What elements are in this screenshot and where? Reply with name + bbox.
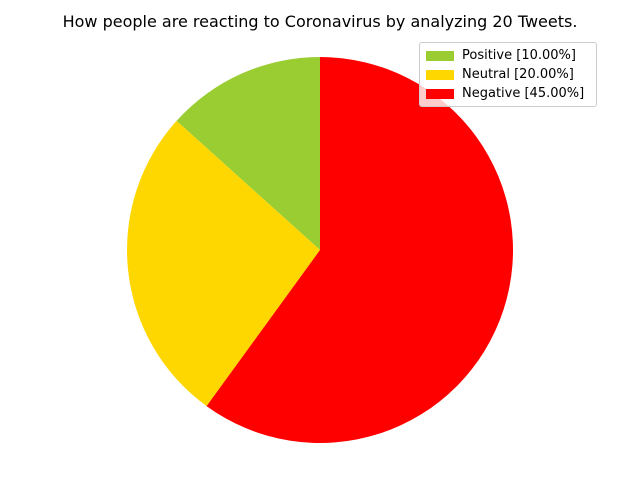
legend: Positive [10.00%] Neutral [20.00%] Negativ… bbox=[419, 42, 597, 107]
legend-swatch bbox=[426, 50, 454, 61]
legend-label: Positive [10.00%] bbox=[462, 48, 576, 63]
legend-swatch bbox=[426, 88, 454, 99]
legend-item-positive: Positive [10.00%] bbox=[426, 46, 590, 65]
legend-label: Neutral [20.00%] bbox=[462, 67, 574, 82]
pie-slice-neutral bbox=[127, 120, 320, 407]
legend-swatch bbox=[426, 69, 454, 80]
pie-slice-positive bbox=[176, 57, 320, 250]
legend-item-negative: Negative [45.00%] bbox=[426, 84, 590, 103]
pie-slice-negative bbox=[206, 57, 514, 443]
chart-title: How people are reacting to Coronavirus b… bbox=[62, 12, 578, 31]
legend-label: Negative [45.00%] bbox=[462, 86, 585, 101]
legend-item-neutral: Neutral [20.00%] bbox=[426, 65, 590, 84]
